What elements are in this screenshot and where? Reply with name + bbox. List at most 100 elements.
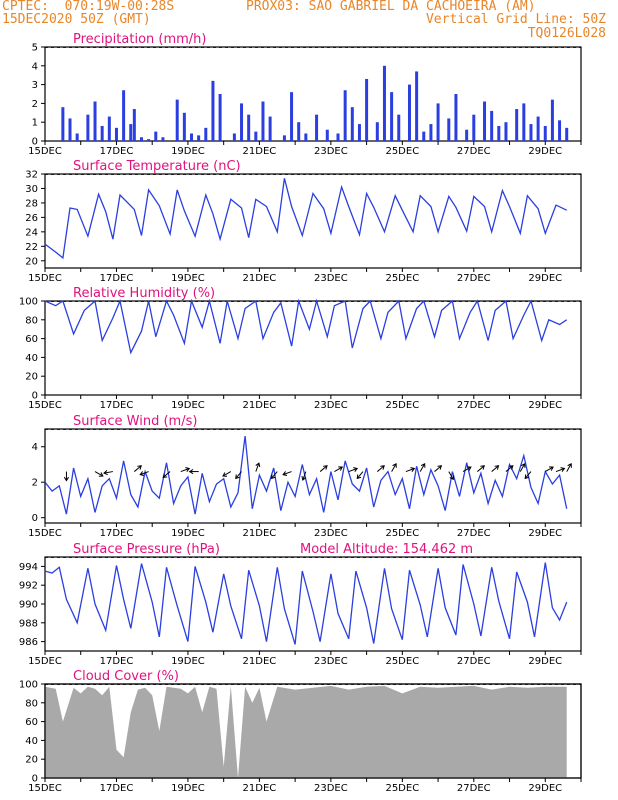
x-tick-label: 23DEC	[314, 400, 348, 411]
precip-bar	[190, 133, 194, 141]
precip-bar	[336, 133, 340, 141]
wind-arrow	[545, 466, 554, 472]
x-tick-label: 27DEC	[457, 656, 491, 667]
wind-arrow	[448, 471, 454, 480]
y-tick-label: 0	[32, 513, 38, 524]
wind-arrow	[271, 471, 278, 479]
panel-annotation: Model Altitude: 154.462 m	[300, 542, 473, 557]
wind-arrow-head	[560, 467, 566, 472]
wind-arrow-head	[255, 462, 261, 468]
precip-bar	[290, 92, 294, 141]
precip-bar	[472, 114, 476, 141]
precip-bar	[382, 65, 386, 141]
precip-bar	[558, 120, 562, 141]
panel-title: Surface Temperature (nC)	[73, 159, 241, 174]
wind-arrow-head	[185, 467, 191, 472]
wind-arrow	[376, 465, 385, 472]
precip-bar	[415, 71, 419, 141]
precip-bar	[543, 125, 547, 141]
x-tick-label: 29DEC	[528, 146, 562, 157]
wind-arrow-head	[508, 465, 514, 470]
precip-bar	[350, 107, 354, 141]
precip-bar	[211, 80, 215, 141]
x-tick-label: 27DEC	[457, 273, 491, 284]
precip-bar	[268, 116, 272, 141]
precip-bar	[197, 135, 201, 141]
panel-frame	[44, 428, 582, 524]
x-tick-label: 15DEC	[28, 528, 62, 539]
wind-arrow	[180, 468, 190, 473]
x-tick-label: 25DEC	[385, 273, 419, 284]
precip-bar	[407, 84, 411, 141]
y-tick-label: 2	[32, 478, 38, 489]
x-tick-label: 15DEC	[28, 146, 62, 157]
wind-arrow-head	[437, 465, 443, 470]
y-tick-label: 20	[25, 256, 38, 267]
precip-bar	[232, 133, 236, 141]
precip-bar	[357, 124, 361, 141]
y-tick-label: 60	[25, 717, 38, 728]
wind-arrow-head	[494, 465, 500, 470]
y-tick-label: 990	[19, 600, 38, 611]
precip-bar	[315, 114, 319, 141]
precip-bar	[454, 94, 458, 141]
wind-arrow-head	[162, 473, 168, 478]
precip-bar	[240, 103, 244, 141]
precip-bar	[422, 131, 426, 141]
precip-bar	[325, 129, 329, 141]
x-tick-label: 19DEC	[171, 783, 205, 794]
precip-bar	[147, 139, 151, 141]
precip-bar	[522, 103, 526, 141]
precip-bar	[114, 127, 118, 141]
wind-arrow-head	[466, 466, 472, 471]
precip-bar	[397, 114, 401, 141]
y-tick-label: 100	[19, 680, 38, 691]
wind-arrow	[282, 471, 292, 476]
wind-arrow	[419, 463, 426, 472]
wind-arrow-head	[449, 475, 454, 481]
precip-bar	[375, 122, 379, 141]
x-tick-label: 27DEC	[457, 783, 491, 794]
wind-arrow	[94, 471, 104, 477]
precip-bar	[297, 122, 301, 141]
precip-bar	[122, 90, 126, 141]
x-tick-label: 29DEC	[528, 400, 562, 411]
wind-arrow-head	[63, 476, 70, 482]
precip-bar	[447, 118, 451, 141]
x-tick-label: 19DEC	[171, 400, 205, 411]
precip-bar	[465, 129, 469, 141]
x-tick-label: 27DEC	[457, 528, 491, 539]
y-tick-label: 4	[32, 61, 38, 72]
wind-arrow-head	[139, 471, 145, 476]
station-coords: CPTEC: 070:19W-00:28S	[2, 0, 175, 14]
wind-arrow-head	[524, 474, 530, 480]
precip-bar	[483, 101, 487, 141]
x-tick-label: 21DEC	[243, 400, 277, 411]
precip-bar	[365, 78, 369, 141]
y-tick-label: 0	[32, 137, 38, 148]
precip-bar	[429, 124, 433, 141]
panel-title: Surface Wind (m/s)	[73, 414, 197, 429]
precip-bar	[132, 109, 136, 141]
y-tick-label: 986	[19, 637, 38, 648]
wind-arrow	[566, 463, 572, 472]
x-tick-label: 29DEC	[528, 528, 562, 539]
panel-title: Surface Pressure (hPa)	[73, 542, 220, 557]
wind-arrow	[555, 468, 565, 473]
model-id: TQ0126L028	[527, 26, 606, 41]
x-tick-label: 23DEC	[314, 656, 348, 667]
x-tick-label: 19DEC	[171, 146, 205, 157]
precip-bar	[436, 103, 440, 141]
wind-arrow-head	[380, 465, 385, 470]
x-tick-label: 21DEC	[243, 783, 277, 794]
y-tick-label: 988	[19, 618, 38, 629]
precip-bar	[93, 101, 97, 141]
precip-bar	[282, 135, 286, 141]
precip-bar	[536, 116, 540, 141]
x-tick-label: 19DEC	[171, 656, 205, 667]
wind-arrow-head	[549, 466, 554, 471]
wind-arrow-head	[270, 474, 276, 480]
series-line	[44, 562, 568, 645]
panel-frame	[44, 173, 582, 269]
x-tick-label: 17DEC	[100, 146, 134, 157]
